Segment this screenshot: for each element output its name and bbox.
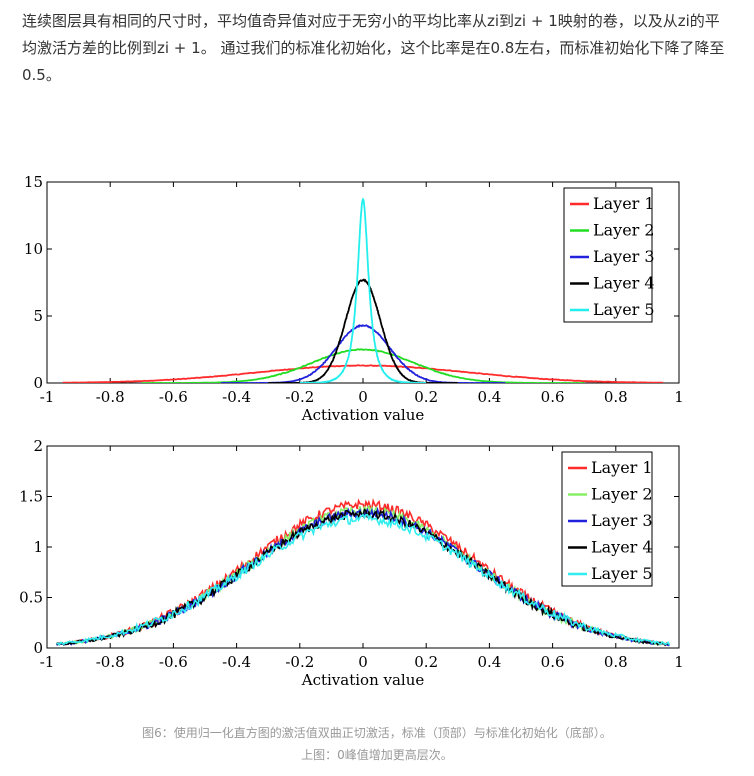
y-tick-label: 0.5 [19,589,43,607]
y-tick-label: 1 [33,538,43,556]
y-tick-label: 2 [33,437,43,455]
series-line-layer-5 [56,513,671,646]
y-tick-label: 5 [33,307,43,325]
x-axis-label: Activation value [301,406,425,424]
x-tick-label: 0.8 [604,388,628,406]
chart-1: -1 -0.8 -0.6 -0.4 -0.2 0 0.2 0.4 0.6 0.8 1051015Ac… [24,173,684,424]
legend-label: Layer 2 [591,485,653,504]
x-tick-label: -0.6 [159,653,188,671]
legend-label: Layer 4 [593,274,655,293]
legend-box [563,187,653,323]
legend-label: Layer 4 [591,538,653,557]
x-tick-label: 0.2 [414,653,438,671]
figure-caption-note: 上图：0峰值增加更高层次。 [301,748,453,762]
figure-caption: 图6：使用归一化直方图的激活值双曲正切激活，标准（顶部）与标准化初始化（底部）。 [142,726,612,740]
y-tick-label: 10 [24,240,43,258]
y-tick-label: 15 [24,173,43,191]
series-line-layer-3 [220,324,506,383]
x-tick-label: 0.6 [541,388,565,406]
legend-label: Layer 5 [593,300,655,319]
x-tick-label: -1 [40,388,55,406]
series-line-layer-4 [268,278,458,383]
x-tick-label: -1 [40,653,55,671]
figure: -1 -0.8 -0.6 -0.4 -0.2 0 0.2 0.4 0.6 0.8 1 0 5 10 15 Ac… [0,170,754,700]
y-tick-label: 0 [33,639,43,657]
y-tick-label: 0 [33,374,43,392]
x-tick-label: 0.4 [477,388,501,406]
x-tick-label: 0 [358,653,368,671]
legend-label: Layer 3 [591,511,653,530]
x-axis-label: Activation value [301,671,425,689]
article-paragraph: 连续图层具有相同的尺寸时，平均值奇异值对应于无穷小的平均比率从zi到zi + 1… [22,12,725,84]
legend-label: Layer 1 [593,194,655,213]
x-tick-label: -0.8 [96,653,125,671]
x-tick-label: 0.8 [604,653,628,671]
x-tick-label: 1 [674,388,684,406]
legend-label: Layer 5 [591,564,653,583]
legend-label: Layer 3 [593,247,655,266]
x-tick-label: 0.6 [541,653,565,671]
x-tick-label: -0.4 [222,388,251,406]
legend-box [561,451,653,587]
x-tick-label: -0.4 [222,653,251,671]
x-tick-label: -0.2 [285,653,314,671]
chart-2: -1 -0.8 -0.6 -0.4 -0.2 0 0.2 0.4 0.6 0.8 1 0 0.5 1 1.5… [19,437,684,689]
series-line-layer-2 [141,348,585,383]
series-line-layer-1 [62,364,664,383]
x-tick-label: -0.8 [96,388,125,406]
x-tick-label: -0.6 [159,388,188,406]
y-tick-label: 1.5 [19,488,43,506]
legend-label: Layer 1 [591,458,653,477]
series-line-layer-5 [299,197,427,383]
x-tick-label: 0.2 [414,388,438,406]
x-tick-label: 1 [674,653,684,671]
x-tick-label: 0 [358,388,368,406]
x-tick-label: 0.4 [477,653,501,671]
legend-label: Layer 2 [593,221,655,240]
x-tick-label: -0.2 [285,388,314,406]
histogram-figure: -1 -0.8 -0.6 -0.4 -0.2 0 0.2 0.4 0.6 0.8 1051015Ac… [19,173,684,689]
